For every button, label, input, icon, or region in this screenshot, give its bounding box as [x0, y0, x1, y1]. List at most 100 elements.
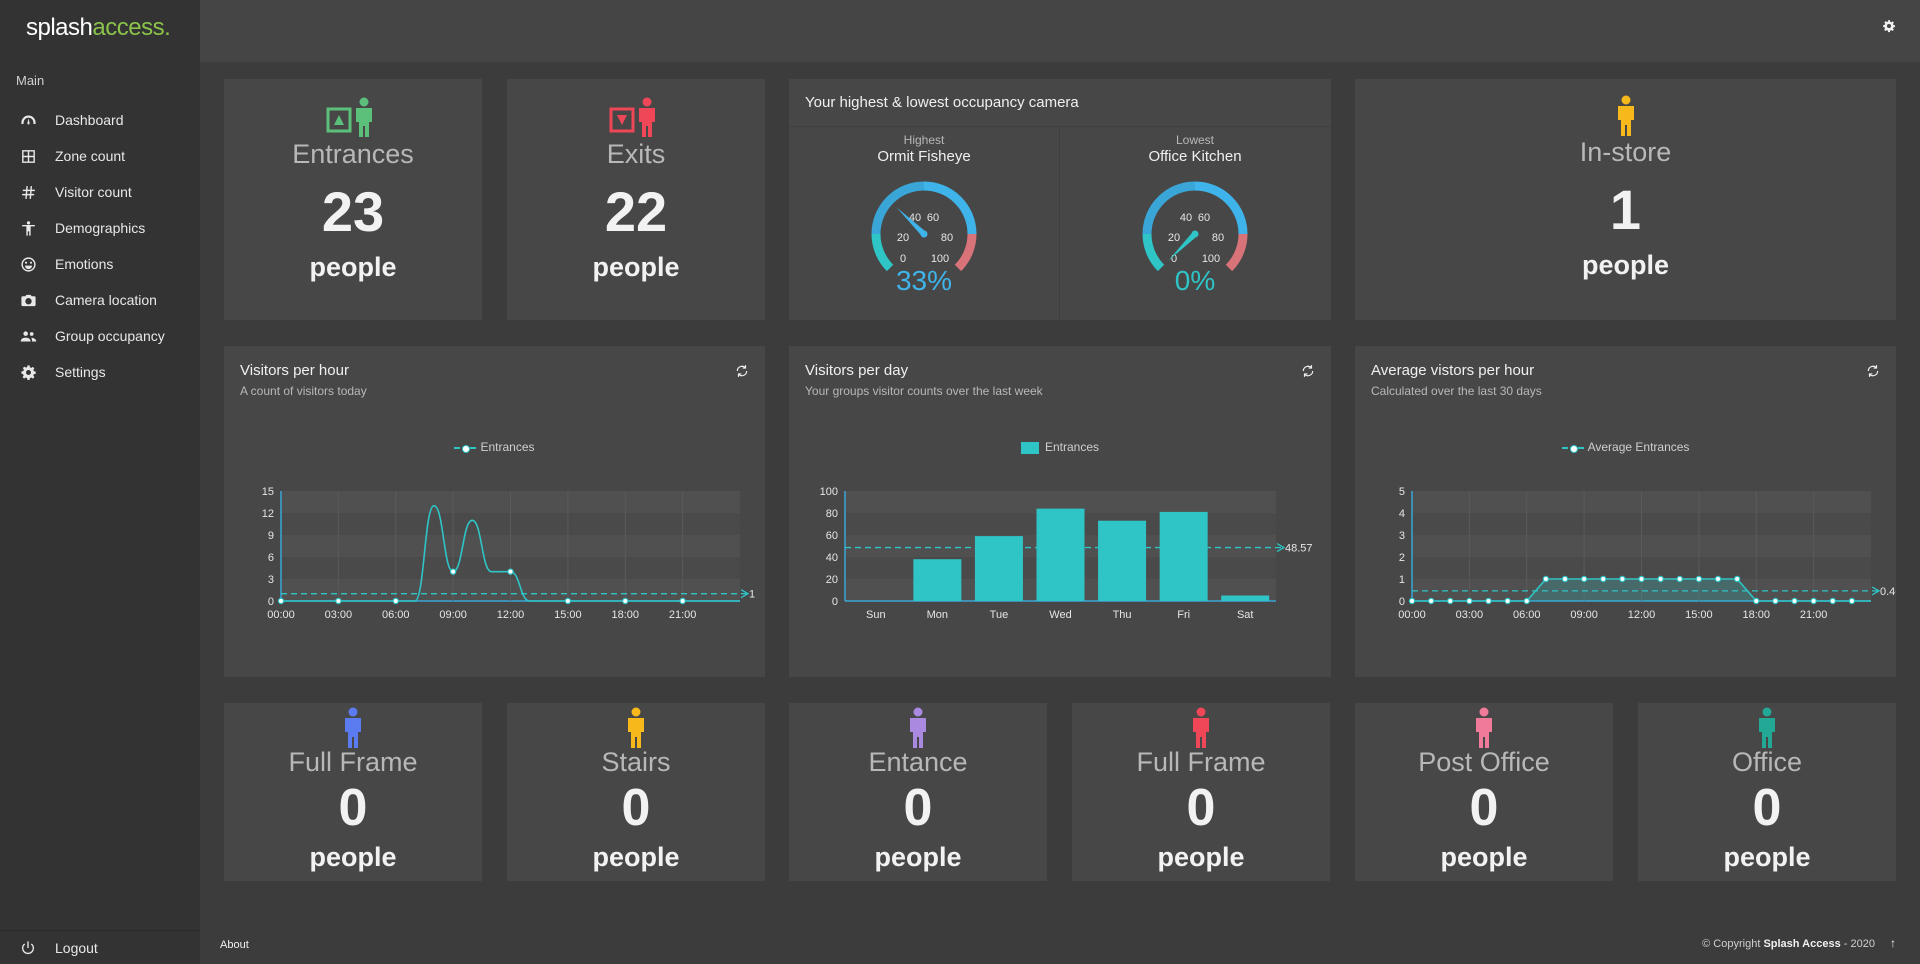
x-tick-label: Thu	[1113, 609, 1132, 621]
y-tick-label: 3	[268, 574, 274, 586]
x-tick-label: 12:00	[1628, 609, 1656, 621]
zone-title: Full Frame	[1136, 747, 1266, 777]
bar	[1221, 595, 1270, 601]
entrances-card: Entrances 23 people	[224, 79, 482, 320]
zone-person-icon	[1476, 707, 1492, 748]
x-tick-label: 12:00	[497, 609, 525, 621]
visitors-per-hour-legend: Entrances	[224, 440, 765, 454]
occupancy-highest-caption: Highest	[903, 133, 945, 147]
sidebar-item-emotions[interactable]: Emotions	[0, 246, 200, 282]
x-tick-label: 06:00	[382, 609, 410, 621]
data-point	[1772, 597, 1779, 605]
bar	[1159, 511, 1208, 601]
gauge-tick-label: 100	[1202, 253, 1220, 265]
zone-value: 0	[1752, 779, 1782, 837]
refresh-icon[interactable]	[1866, 364, 1880, 378]
logout-button[interactable]: Logout	[0, 930, 200, 964]
entrances-value: 23	[321, 180, 385, 243]
gauge-needle	[896, 207, 927, 237]
sidebar-section-label: Main	[16, 73, 45, 88]
zone-unit: people	[1723, 842, 1811, 872]
refresh-icon[interactable]	[735, 364, 749, 378]
zone-unit: people	[1157, 842, 1245, 872]
data-point	[1657, 575, 1664, 583]
visitors-per-day-legend: Entrances	[789, 440, 1331, 454]
data-point	[449, 568, 457, 575]
avg-visitors-per-hour-chart: 0 1 2 3 4 5 00:00 03:00 06:00 09:00 12:00 15:00 18:0…	[1398, 486, 1896, 621]
x-tick-label: 09:00	[439, 609, 467, 621]
about-link[interactable]: About	[220, 939, 249, 951]
y-tick-label: 40	[826, 552, 838, 564]
data-point	[1733, 575, 1741, 583]
data-point	[1561, 575, 1569, 583]
zone-card: Post Office 0 people	[1355, 703, 1613, 881]
y-tick-label: 0	[1399, 596, 1405, 608]
entrance-person-icon	[326, 97, 372, 137]
power-icon	[18, 938, 38, 958]
instore-card: In-store 1 people	[1355, 79, 1896, 320]
gauge-needle	[1168, 231, 1198, 261]
y-tick-label: 9	[268, 530, 274, 542]
x-tick-label: Sat	[1237, 609, 1254, 621]
sidebar-item-dashboard[interactable]: Dashboard	[0, 102, 200, 138]
sidebar-item-label: Demographics	[55, 220, 146, 236]
sidebar-item-label: Zone count	[55, 148, 126, 164]
sidebar-item-demographics[interactable]: Demographics	[0, 210, 200, 246]
legend-swatch	[1561, 443, 1584, 453]
zone-value: 0	[1186, 779, 1216, 837]
sidebar-item-zone-count[interactable]: Zone count	[0, 138, 200, 174]
refresh-icon[interactable]	[1301, 364, 1315, 378]
settings-gear-icon[interactable]	[1882, 19, 1896, 33]
smile-icon	[18, 254, 38, 274]
data-point	[1580, 575, 1588, 583]
copyright-brand: Splash Access	[1763, 938, 1841, 950]
x-tick-label: 00:00	[267, 609, 295, 621]
gauge-arc-high	[923, 181, 977, 235]
data-point	[1848, 597, 1856, 605]
average-label: 48.57	[1285, 543, 1313, 555]
occupancy-vertical-divider	[1059, 127, 1060, 320]
zone-card: Stairs 0 people	[507, 703, 765, 881]
zone-title: Entance	[868, 747, 968, 777]
average-label: 0.46	[1880, 586, 1896, 598]
sidebar-item-label: Visitor count	[55, 184, 132, 200]
sidebar-item-visitor-count[interactable]: Visitor count	[0, 174, 200, 210]
gauge-tick-label: 0	[1171, 253, 1177, 265]
data-point	[1542, 575, 1550, 583]
exit-person-icon	[609, 97, 655, 137]
instore-value: 1	[1609, 178, 1642, 241]
instore-person-icon	[1617, 95, 1634, 136]
sidebar-item-group-occupancy[interactable]: Group occupancy	[0, 318, 200, 354]
avg-visitors-per-hour-title: Average vistors per hour	[1371, 362, 1535, 379]
y-tick-label: 0	[832, 596, 838, 608]
scroll-top-icon[interactable]: ↑	[1890, 936, 1896, 950]
x-tick-label: 21:00	[669, 609, 697, 621]
gauge-arc-mid	[1142, 181, 1196, 235]
avg-visitors-per-hour-card: Average vistors per hour Calculated over…	[1355, 346, 1896, 677]
y-tick-label: 15	[262, 486, 274, 498]
gauge-arc-low	[1142, 233, 1165, 272]
data-point	[335, 597, 342, 605]
occupancy-title: Your highest & lowest occupancy camera	[805, 94, 1079, 111]
gauge-arc-max	[1225, 233, 1248, 272]
zone-unit: people	[309, 842, 397, 872]
sidebar-item-settings[interactable]: Settings	[0, 354, 200, 390]
brand-logo[interactable]: splashaccess.	[26, 14, 171, 42]
y-tick-label: 3	[1399, 530, 1405, 542]
gauge-arc-high	[1194, 181, 1248, 235]
gauge-arc-max	[954, 233, 977, 272]
instore-title: In-store	[1579, 137, 1672, 167]
sidebar-item-label: Emotions	[55, 256, 114, 272]
zone-title: Office	[1731, 747, 1803, 777]
visitors-per-day-subtitle: Your groups visitor counts over the last…	[805, 384, 1043, 398]
data-point	[1714, 575, 1722, 583]
sidebar-item-camera-location[interactable]: Camera location	[0, 282, 200, 318]
camera-icon	[18, 290, 38, 310]
gauge-tick-label: 20	[897, 232, 909, 244]
average-arrow	[1276, 543, 1286, 553]
avg-visitors-per-hour-subtitle: Calculated over the last 30 days	[1371, 384, 1542, 398]
data-point	[1829, 597, 1836, 605]
gauge-needle-hub	[1191, 230, 1199, 238]
y-tick-label: 100	[820, 486, 838, 498]
